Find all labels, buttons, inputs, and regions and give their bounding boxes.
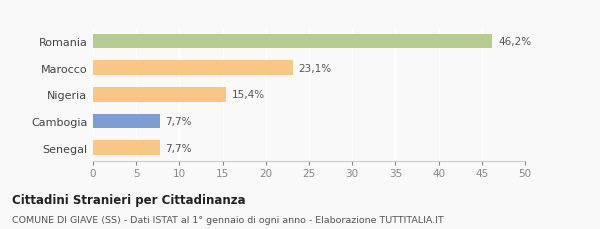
Text: 7,7%: 7,7% (166, 117, 192, 127)
Text: Cittadini Stranieri per Cittadinanza: Cittadini Stranieri per Cittadinanza (12, 193, 245, 206)
Bar (93, 114, 160, 129)
Bar (93, 141, 160, 155)
Bar (93, 61, 293, 76)
Text: 23,1%: 23,1% (299, 63, 332, 74)
Text: 7,7%: 7,7% (166, 143, 192, 153)
Text: 15,4%: 15,4% (232, 90, 265, 100)
Bar (93, 88, 226, 102)
Bar (93, 35, 492, 49)
Text: 46,2%: 46,2% (498, 37, 532, 47)
Text: COMUNE DI GIAVE (SS) - Dati ISTAT al 1° gennaio di ogni anno - Elaborazione TUTT: COMUNE DI GIAVE (SS) - Dati ISTAT al 1° … (12, 215, 444, 224)
